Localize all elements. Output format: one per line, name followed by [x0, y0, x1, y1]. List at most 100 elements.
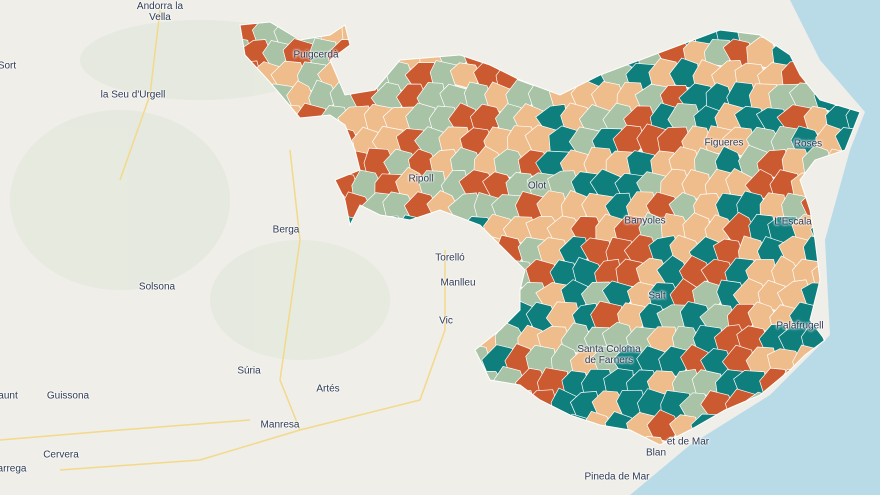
municipality	[306, 433, 340, 445]
municipality	[240, 189, 265, 224]
place-label: Manresa	[260, 419, 300, 431]
municipality	[373, 344, 406, 380]
municipality	[285, 172, 316, 203]
municipality	[591, 22, 626, 25]
municipality	[419, 213, 452, 246]
municipality	[612, 22, 648, 26]
municipality	[373, 215, 407, 246]
municipality	[437, 434, 469, 445]
place-label: Solsona	[138, 281, 176, 293]
place-label: Súria	[237, 365, 261, 377]
municipality	[484, 434, 518, 445]
place-label: Vic	[439, 315, 453, 327]
place-label: arrega	[0, 463, 27, 475]
place-label: Banyoles	[624, 215, 666, 227]
municipality	[285, 433, 316, 445]
municipality	[492, 414, 527, 443]
municipality	[327, 433, 361, 445]
municipality	[448, 22, 481, 48]
municipality	[240, 102, 262, 135]
municipality	[633, 22, 670, 26]
place-label: Andorra la Vella	[136, 1, 184, 23]
municipality	[351, 214, 386, 248]
municipality	[374, 22, 406, 27]
municipality	[516, 22, 547, 48]
place-label: Salt	[648, 290, 666, 302]
municipality	[428, 326, 459, 356]
municipality	[304, 392, 342, 422]
place-label: Palafrugell	[776, 320, 824, 332]
roads	[0, 9, 446, 471]
municipality	[473, 410, 507, 445]
place-label: Cervera	[43, 449, 79, 461]
municipality	[429, 369, 464, 403]
municipality	[253, 194, 283, 224]
municipality	[548, 39, 582, 70]
place-label: Figueres	[704, 137, 744, 149]
municipality	[240, 126, 276, 161]
municipality	[450, 367, 482, 401]
municipality	[362, 22, 396, 50]
municipality	[492, 22, 528, 50]
municipality	[296, 191, 330, 226]
municipality	[242, 22, 273, 25]
place-label: Ripoll	[408, 173, 434, 185]
municipality	[305, 125, 342, 156]
municipality	[240, 431, 276, 445]
municipality	[281, 125, 316, 158]
municipality	[579, 22, 612, 50]
place-label: Blan	[645, 447, 667, 459]
place-label: Artés	[316, 383, 340, 395]
municipality	[480, 22, 519, 27]
municipality	[570, 36, 606, 68]
municipality	[349, 391, 384, 420]
place-label: Santa Coloma de Farners	[577, 344, 641, 366]
municipality	[392, 433, 430, 445]
place-label: Guissona	[46, 390, 90, 402]
municipality	[385, 367, 418, 401]
municipality	[241, 167, 272, 202]
municipality	[439, 22, 473, 28]
municipality	[438, 216, 472, 249]
municipality	[569, 433, 604, 445]
municipality	[383, 235, 415, 268]
municipality	[460, 390, 492, 423]
municipality	[307, 172, 341, 200]
place-label: Berga	[272, 224, 300, 236]
place-label: Sort	[0, 60, 17, 72]
municipality	[341, 59, 372, 96]
municipality	[418, 22, 449, 25]
municipality	[723, 22, 758, 25]
municipality	[439, 391, 471, 420]
municipality	[536, 411, 569, 443]
municipality	[679, 22, 715, 24]
municipality	[745, 22, 777, 25]
municipality	[606, 22, 637, 48]
municipality	[474, 281, 504, 312]
municipality	[350, 344, 385, 379]
municipality	[699, 22, 735, 25]
place-label: Olot	[527, 180, 547, 192]
municipality	[364, 414, 396, 445]
municipality	[528, 39, 561, 70]
municipality	[404, 234, 438, 269]
municipality	[271, 194, 306, 225]
place-label: Puigcerdà	[293, 49, 339, 61]
municipality	[560, 22, 593, 49]
municipality	[395, 256, 430, 292]
municipality	[371, 434, 404, 445]
municipality	[282, 393, 318, 421]
municipality	[381, 22, 420, 46]
place-label: Pineda de Mar	[584, 471, 650, 483]
place-label: Roses	[793, 138, 823, 150]
municipality	[649, 22, 682, 50]
municipality	[270, 371, 306, 402]
municipality	[260, 170, 297, 205]
municipality	[484, 37, 514, 68]
municipality	[461, 22, 495, 26]
municipality	[403, 280, 438, 315]
municipality	[285, 22, 321, 28]
municipality	[394, 303, 426, 335]
municipality	[527, 430, 558, 445]
